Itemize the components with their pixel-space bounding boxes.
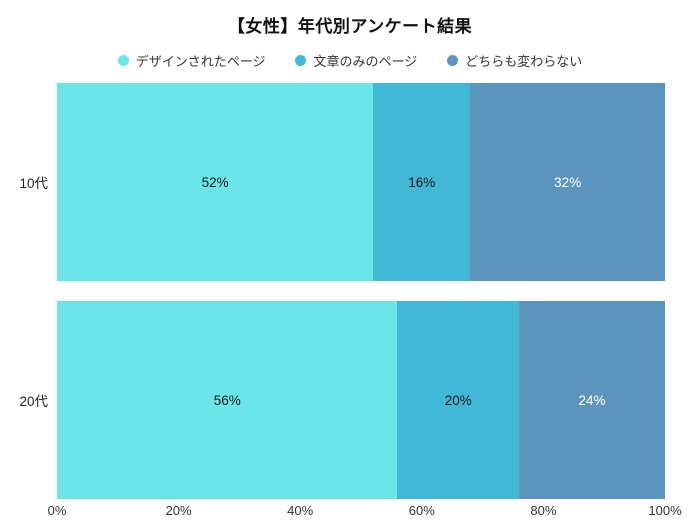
category-label: 10代 — [19, 176, 48, 191]
legend-item-1: 文章のみのページ — [295, 51, 417, 70]
x-tick-label: 80% — [530, 503, 557, 518]
legend-item-2: どちらも変わらない — [447, 51, 582, 70]
segment-value-label: 52% — [201, 174, 229, 190]
segment-value-label: 32% — [554, 174, 582, 190]
legend-dot-icon — [117, 55, 129, 66]
x-tick-label: 20% — [165, 503, 192, 518]
x-tick-label: 100% — [648, 503, 682, 518]
x-tick-label: 60% — [408, 503, 435, 518]
legend-dot-icon — [447, 55, 459, 66]
stacked-bar: 56% 20% 24% — [57, 301, 665, 499]
bar-segment: 16% — [373, 83, 471, 281]
x-tick-label: 0% — [47, 503, 67, 518]
bar-row-10代: 10代 52% 16% 32% — [0, 83, 665, 281]
bar-segment: 24% — [519, 301, 665, 499]
legend-label: デザインされたページ — [135, 54, 266, 69]
category-label: 20代 — [19, 394, 48, 409]
legend: デザインされたページ 文章のみのページ どちらも変わらない — [0, 51, 700, 70]
plot-area: 10代 52% 16% 32% 20代 56% 20% 24% — [0, 83, 665, 499]
legend-label: どちらも変わらない — [465, 54, 583, 69]
bar-segment: 20% — [397, 301, 520, 499]
stacked-bar: 52% 16% 32% — [57, 83, 665, 281]
bar-segment: 56% — [57, 301, 398, 499]
x-axis: 0% 20% 40% 60% 80% 100% — [48, 503, 682, 521]
bar-segment: 52% — [57, 83, 374, 281]
bar-row-20代: 20代 56% 20% 24% — [0, 301, 665, 499]
legend-label: 文章のみのページ — [313, 54, 418, 69]
segment-value-label: 56% — [213, 392, 241, 408]
legend-dot-icon — [295, 55, 307, 66]
legend-item-0: デザインされたページ — [117, 51, 266, 70]
segment-value-label: 16% — [408, 174, 436, 190]
x-tick-label: 40% — [287, 503, 314, 518]
chart-title: 【女性】年代別アンケート結果 — [227, 17, 473, 36]
segment-value-label: 24% — [578, 392, 606, 408]
segment-value-label: 20% — [444, 392, 472, 408]
bar-segment: 32% — [470, 83, 665, 281]
